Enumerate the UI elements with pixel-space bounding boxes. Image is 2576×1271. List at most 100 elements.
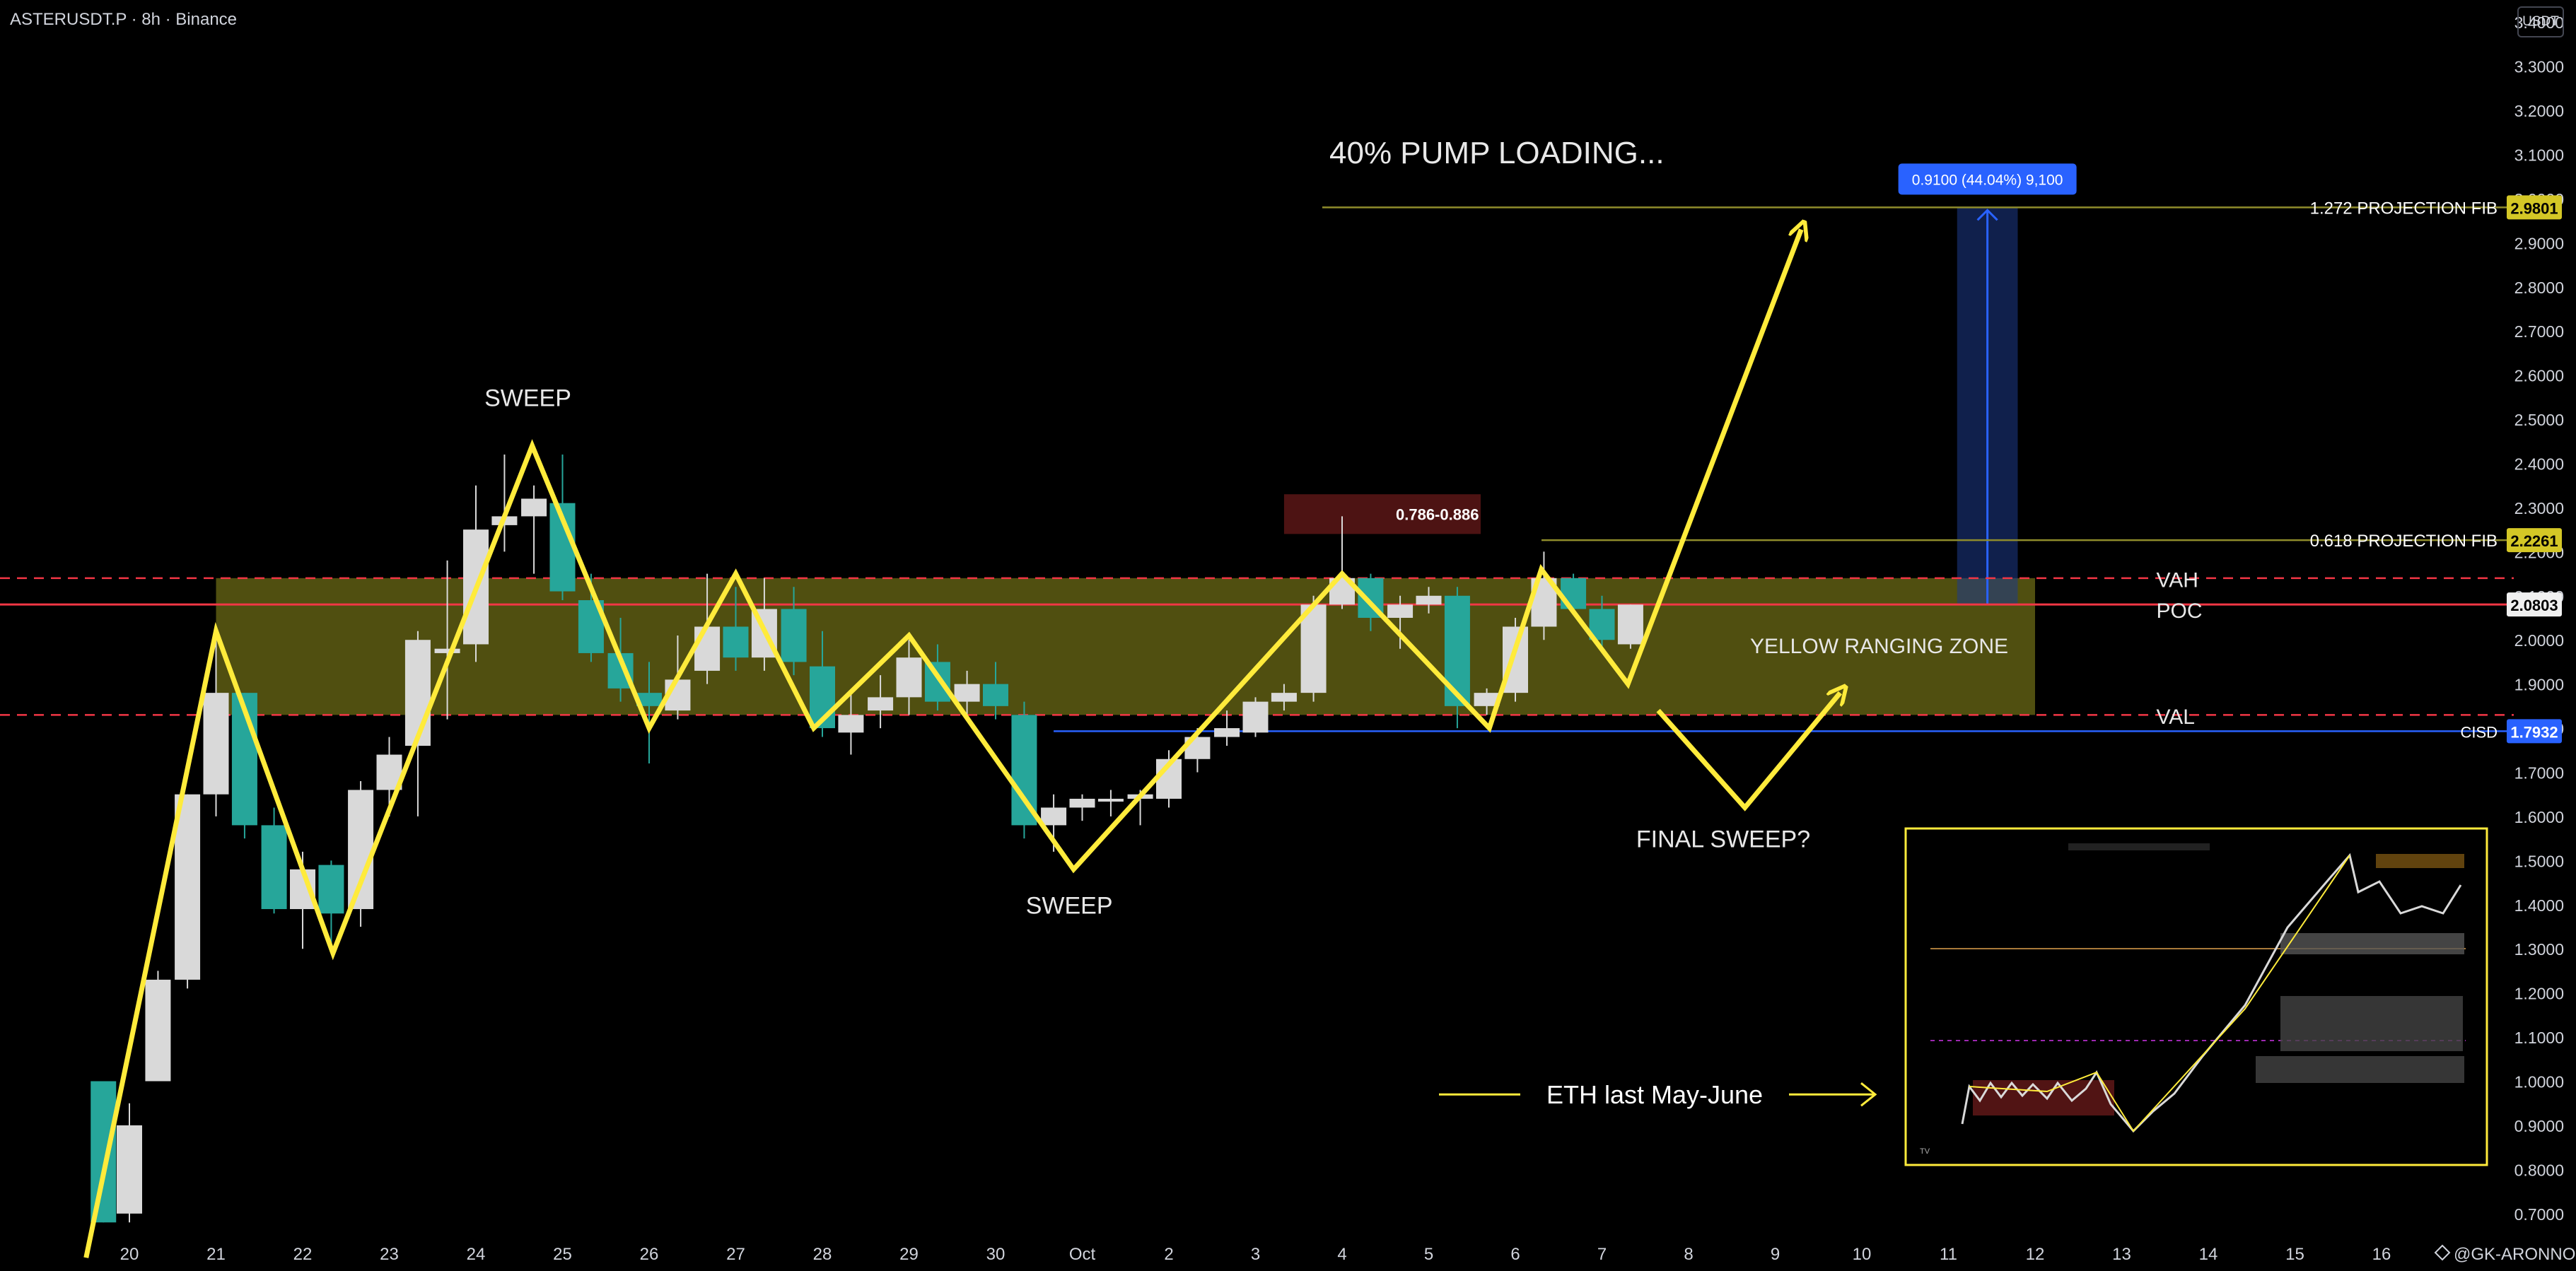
candle-body <box>1474 693 1500 706</box>
axes-layer: 0.7000 0.8000 0.9000 1.0000 1.1000 1.2000 1.30… <box>120 13 2576 1264</box>
x-tick: 27 <box>726 1245 745 1264</box>
price-tag <box>2507 195 2562 220</box>
candle-body <box>1069 798 1095 808</box>
y-tick: 1.4000 <box>2514 896 2564 915</box>
x-tick: 24 <box>467 1245 486 1264</box>
candle-body <box>203 693 229 795</box>
x-tick: 13 <box>2112 1245 2131 1264</box>
level-label: 0.618 PROJECTION FIB <box>2310 532 2498 551</box>
candle-body <box>694 626 721 671</box>
candles-layer <box>91 455 1643 1223</box>
candle-body <box>318 865 344 914</box>
annotations-layer: 40% PUMP LOADING... SWEEP SWEEP YELLOW RANG… <box>484 136 2202 1109</box>
y-tick: 0.8000 <box>2514 1161 2564 1179</box>
price-tag-label: 1.7932 <box>2510 723 2558 741</box>
candle-body <box>91 1081 117 1223</box>
sweep-path <box>1656 693 1840 812</box>
candle-body <box>521 498 547 517</box>
level-label: 1.272 PROJECTION FIB <box>2310 199 2498 218</box>
supply-box <box>1283 494 1481 534</box>
y-tick: 2.3000 <box>2514 499 2564 517</box>
y-tick: 2.9000 <box>2514 234 2564 252</box>
y-tick: 3.3000 <box>2514 58 2564 76</box>
x-tick: 9 <box>1771 1245 1780 1264</box>
inset-path <box>1969 855 2350 1132</box>
inset-box <box>2376 854 2464 868</box>
x-tick: 6 <box>1510 1245 1520 1264</box>
inset-box <box>2280 933 2464 954</box>
candle-body <box>1300 604 1327 693</box>
inset-box <box>2280 996 2463 1051</box>
candle-body <box>1242 701 1269 733</box>
x-tick: 20 <box>120 1245 139 1264</box>
currency-button[interactable]: USDT <box>2517 6 2564 37</box>
y-tick: 2.4000 <box>2514 455 2564 474</box>
candle-body <box>261 825 287 910</box>
watermark-icon <box>2434 1244 2451 1261</box>
candle-body <box>1214 728 1240 737</box>
x-tick: 16 <box>2372 1245 2391 1264</box>
price-tag <box>2507 719 2562 744</box>
y-tick: 1.2000 <box>2514 985 2564 1003</box>
x-tick: 22 <box>293 1245 313 1264</box>
candle-body <box>404 640 431 746</box>
y-tick: 1.7000 <box>2514 764 2564 783</box>
x-tick: 29 <box>899 1245 919 1264</box>
candle-body <box>983 684 1008 706</box>
y-tick: 1.3000 <box>2514 940 2564 959</box>
candle-body <box>1617 604 1643 645</box>
x-tick: 25 <box>553 1245 572 1264</box>
annotation: YELLOW RANGING ZONE <box>1750 635 2008 658</box>
level-label: CISD <box>2460 723 2498 741</box>
inset-toolbar <box>2068 843 2210 850</box>
y-tick: 1.9000 <box>2514 676 2564 694</box>
annotation: POC <box>2157 599 2203 623</box>
candle-body <box>1041 807 1067 826</box>
candle-body <box>838 715 864 733</box>
y-tick: 0.9000 <box>2514 1117 2564 1135</box>
annotation: VAH <box>2157 568 2198 592</box>
price-tag <box>2507 528 2562 553</box>
annotation: FINAL SWEEP? <box>1636 826 1810 853</box>
y-tick: 2.0000 <box>2514 631 2564 650</box>
y-tick: 1.1000 <box>2514 1029 2564 1047</box>
candle-body <box>1387 604 1414 618</box>
candle-body <box>723 626 749 658</box>
price-tag-label: 2.9801 <box>2510 199 2558 217</box>
y-tick: 1.0000 <box>2514 1073 2564 1091</box>
inset-price <box>1961 853 2462 1133</box>
candle-body <box>896 657 922 698</box>
price-tag-label: 2.2261 <box>2510 532 2558 550</box>
y-tick: 3.4000 <box>2514 13 2564 32</box>
annotation-eth: ETH last May-June <box>1546 1080 1763 1109</box>
trend-path <box>83 230 1802 1258</box>
x-tick: 15 <box>2285 1245 2304 1264</box>
y-tick: 2.6000 <box>2514 367 2564 385</box>
candle-body <box>434 648 460 653</box>
projection-arrow <box>1976 209 1998 221</box>
path-layer <box>83 230 1841 1258</box>
y-tick: 1.5000 <box>2514 852 2564 870</box>
price-tag <box>2507 592 2562 617</box>
projection-label: 0.9100 (44.04%) 9,100 <box>1912 172 2063 188</box>
y-tick: 1.6000 <box>2514 808 2564 826</box>
inset-range-box <box>1973 1080 2114 1115</box>
x-tick: Oct <box>1069 1245 1096 1264</box>
x-tick: 4 <box>1337 1245 1346 1264</box>
x-tick: 12 <box>2026 1245 2045 1264</box>
candle-body <box>1561 578 1587 609</box>
y-tick: 3.2000 <box>2514 102 2564 120</box>
y-tick: 0.7000 <box>2514 1205 2564 1224</box>
candle-body <box>1011 715 1037 826</box>
annotation: 40% PUMP LOADING... <box>1329 136 1665 170</box>
inset-tv-logo: TV <box>1920 1147 1930 1156</box>
candle-body <box>1416 595 1442 605</box>
watermark: @GK-ARONNO <box>2454 1245 2575 1264</box>
x-tick: 2 <box>1164 1245 1173 1264</box>
x-tick: 28 <box>813 1245 832 1264</box>
x-tick: 11 <box>1940 1245 1957 1264</box>
x-tick: 14 <box>2199 1245 2218 1264</box>
x-tick: 3 <box>1251 1245 1260 1264</box>
levels-layer: CISD 1.272 PROJECTION FIB 0.618 PROJECTION… <box>0 199 2514 741</box>
